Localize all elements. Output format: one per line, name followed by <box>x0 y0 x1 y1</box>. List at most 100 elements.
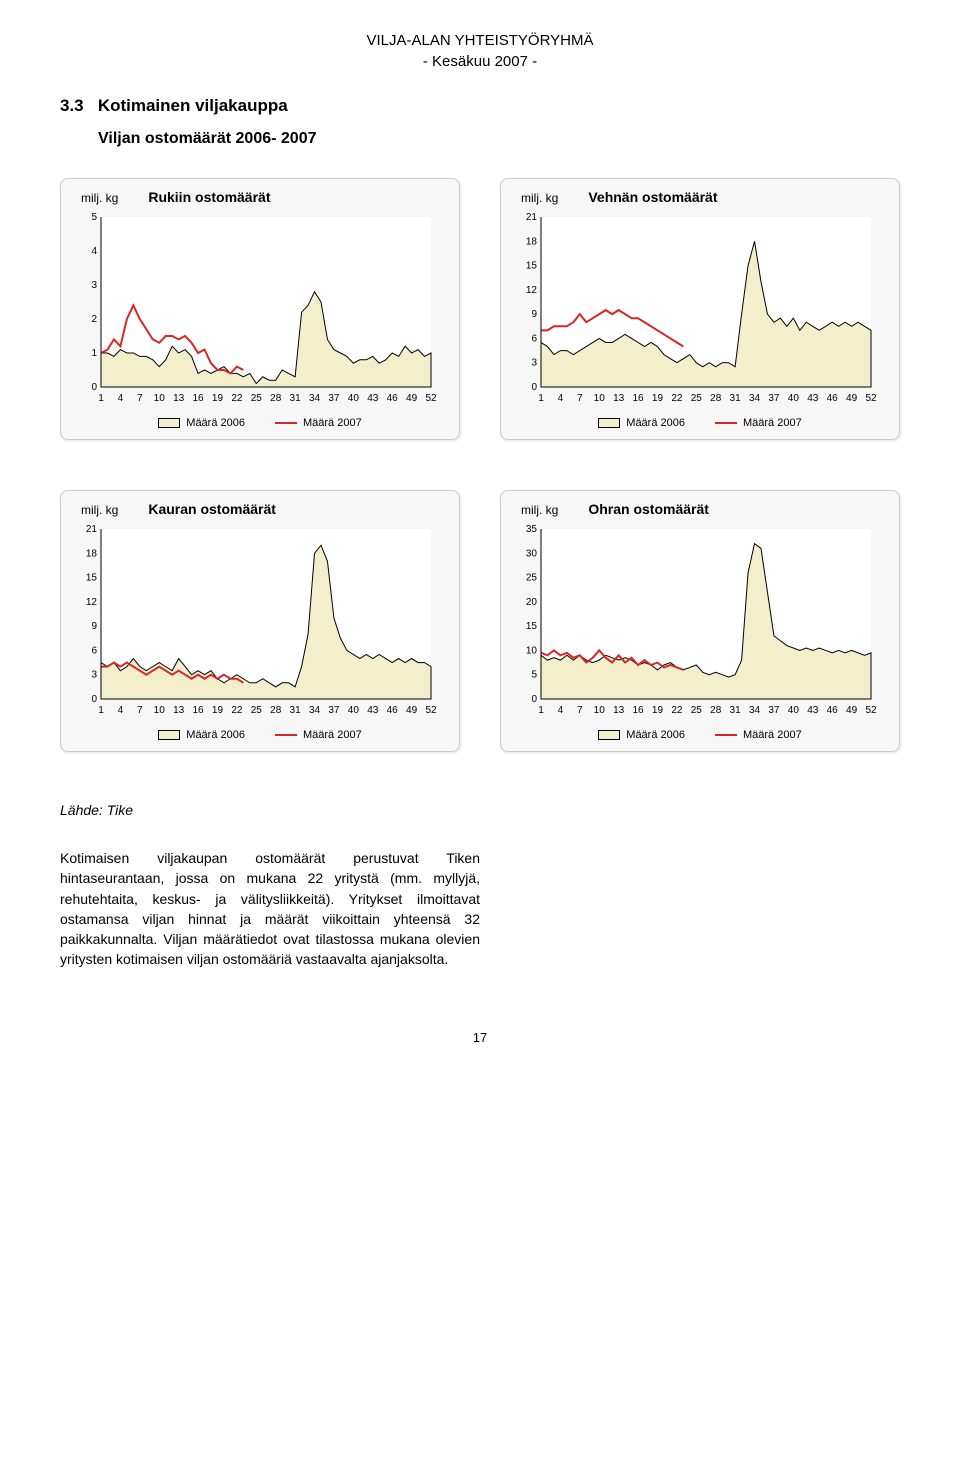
legend-2006: Määrä 2006 <box>598 729 685 741</box>
legend-2007: Määrä 2007 <box>715 729 802 741</box>
svg-text:37: 37 <box>768 705 780 716</box>
chart-plot: 012345147101316192225283134374043464952 <box>71 211 441 411</box>
doc-header: VILJA-ALAN YHTEISTYÖRYHMÄ - Kesäkuu 2007… <box>60 30 900 72</box>
svg-text:49: 49 <box>846 705 858 716</box>
svg-text:6: 6 <box>91 645 97 656</box>
chart-unit: milj. kg <box>521 503 558 517</box>
svg-text:13: 13 <box>173 705 185 716</box>
svg-text:34: 34 <box>309 705 321 716</box>
section-heading: 3.3 Kotimainen viljakauppa <box>60 96 900 116</box>
chart-legend: Määrä 2006 Määrä 2007 <box>511 723 889 741</box>
svg-text:46: 46 <box>387 705 399 716</box>
svg-text:34: 34 <box>749 705 761 716</box>
chart-rukiin: milj. kg Rukiin ostomäärät 0123451471013… <box>60 178 460 440</box>
chart-plot: 0369121518211471013161922252831343740434… <box>511 211 881 411</box>
chart-plot: 0510152025303514710131619222528313437404… <box>511 523 881 723</box>
svg-text:25: 25 <box>251 705 263 716</box>
svg-text:40: 40 <box>788 705 800 716</box>
svg-text:25: 25 <box>691 705 703 716</box>
svg-text:2: 2 <box>91 314 97 325</box>
svg-text:37: 37 <box>768 393 780 404</box>
svg-text:5: 5 <box>531 670 537 681</box>
svg-text:10: 10 <box>594 705 606 716</box>
svg-text:34: 34 <box>309 393 321 404</box>
legend-2007: Määrä 2007 <box>275 417 362 429</box>
page-number: 17 <box>60 1030 900 1045</box>
svg-text:0: 0 <box>91 382 97 393</box>
svg-text:5: 5 <box>91 212 97 223</box>
svg-text:1: 1 <box>538 705 544 716</box>
svg-text:10: 10 <box>526 645 538 656</box>
legend-2006: Määrä 2006 <box>158 417 245 429</box>
legend-2007: Määrä 2007 <box>275 729 362 741</box>
svg-text:16: 16 <box>192 705 204 716</box>
chart-legend: Määrä 2006 Määrä 2007 <box>511 411 889 429</box>
svg-text:31: 31 <box>290 705 302 716</box>
svg-text:1: 1 <box>538 393 544 404</box>
chart-unit: milj. kg <box>521 191 558 205</box>
svg-text:52: 52 <box>865 393 877 404</box>
svg-text:3: 3 <box>91 670 97 681</box>
svg-text:13: 13 <box>173 393 185 404</box>
svg-text:16: 16 <box>192 393 204 404</box>
source-label: Lähde: Tike <box>60 802 900 818</box>
svg-text:49: 49 <box>846 393 858 404</box>
section-title: Kotimainen viljakauppa <box>98 96 288 115</box>
chart-kauran: milj. kg Kauran ostomäärät 0369121518211… <box>60 490 460 752</box>
svg-text:12: 12 <box>526 285 538 296</box>
svg-text:18: 18 <box>86 548 98 559</box>
svg-text:16: 16 <box>632 393 644 404</box>
legend-2007: Määrä 2007 <box>715 417 802 429</box>
svg-text:0: 0 <box>531 382 537 393</box>
chart-ohran: milj. kg Ohran ostomäärät 05101520253035… <box>500 490 900 752</box>
svg-text:7: 7 <box>137 705 143 716</box>
svg-text:1: 1 <box>98 393 104 404</box>
svg-text:49: 49 <box>406 705 418 716</box>
svg-text:40: 40 <box>788 393 800 404</box>
svg-text:7: 7 <box>577 705 583 716</box>
svg-text:9: 9 <box>91 621 97 632</box>
svg-text:0: 0 <box>91 694 97 705</box>
svg-text:22: 22 <box>671 393 683 404</box>
svg-text:52: 52 <box>425 705 437 716</box>
legend-2006: Määrä 2006 <box>598 417 685 429</box>
doc-header-line1: VILJA-ALAN YHTEISTYÖRYHMÄ <box>60 30 900 51</box>
svg-text:46: 46 <box>387 393 399 404</box>
svg-text:46: 46 <box>827 393 839 404</box>
svg-text:21: 21 <box>526 212 538 223</box>
svg-text:28: 28 <box>270 705 282 716</box>
svg-text:0: 0 <box>531 694 537 705</box>
chart-title: Ohran ostomäärät <box>588 501 709 517</box>
svg-text:37: 37 <box>328 393 340 404</box>
svg-text:43: 43 <box>367 393 379 404</box>
svg-text:7: 7 <box>577 393 583 404</box>
svg-text:19: 19 <box>212 705 224 716</box>
svg-text:4: 4 <box>118 705 124 716</box>
svg-text:52: 52 <box>865 705 877 716</box>
svg-text:25: 25 <box>251 393 263 404</box>
section-number: 3.3 <box>60 96 84 115</box>
svg-text:22: 22 <box>231 705 243 716</box>
svg-text:31: 31 <box>730 393 742 404</box>
svg-text:28: 28 <box>270 393 282 404</box>
svg-text:4: 4 <box>558 393 564 404</box>
svg-text:43: 43 <box>807 393 819 404</box>
svg-text:4: 4 <box>558 705 564 716</box>
chart-row-1: milj. kg Rukiin ostomäärät 0123451471013… <box>60 178 900 440</box>
svg-text:7: 7 <box>137 393 143 404</box>
svg-text:52: 52 <box>425 393 437 404</box>
chart-plot: 0369121518211471013161922252831343740434… <box>71 523 441 723</box>
svg-text:9: 9 <box>531 309 537 320</box>
svg-text:40: 40 <box>348 393 360 404</box>
svg-text:1: 1 <box>91 348 97 359</box>
svg-text:40: 40 <box>348 705 360 716</box>
chart-legend: Määrä 2006 Määrä 2007 <box>71 411 449 429</box>
svg-text:4: 4 <box>118 393 124 404</box>
svg-text:18: 18 <box>526 236 538 247</box>
chart-title: Rukiin ostomäärät <box>148 189 270 205</box>
svg-text:6: 6 <box>531 333 537 344</box>
svg-text:31: 31 <box>290 393 302 404</box>
svg-text:25: 25 <box>526 573 538 584</box>
svg-text:4: 4 <box>91 246 97 257</box>
svg-text:19: 19 <box>652 393 664 404</box>
